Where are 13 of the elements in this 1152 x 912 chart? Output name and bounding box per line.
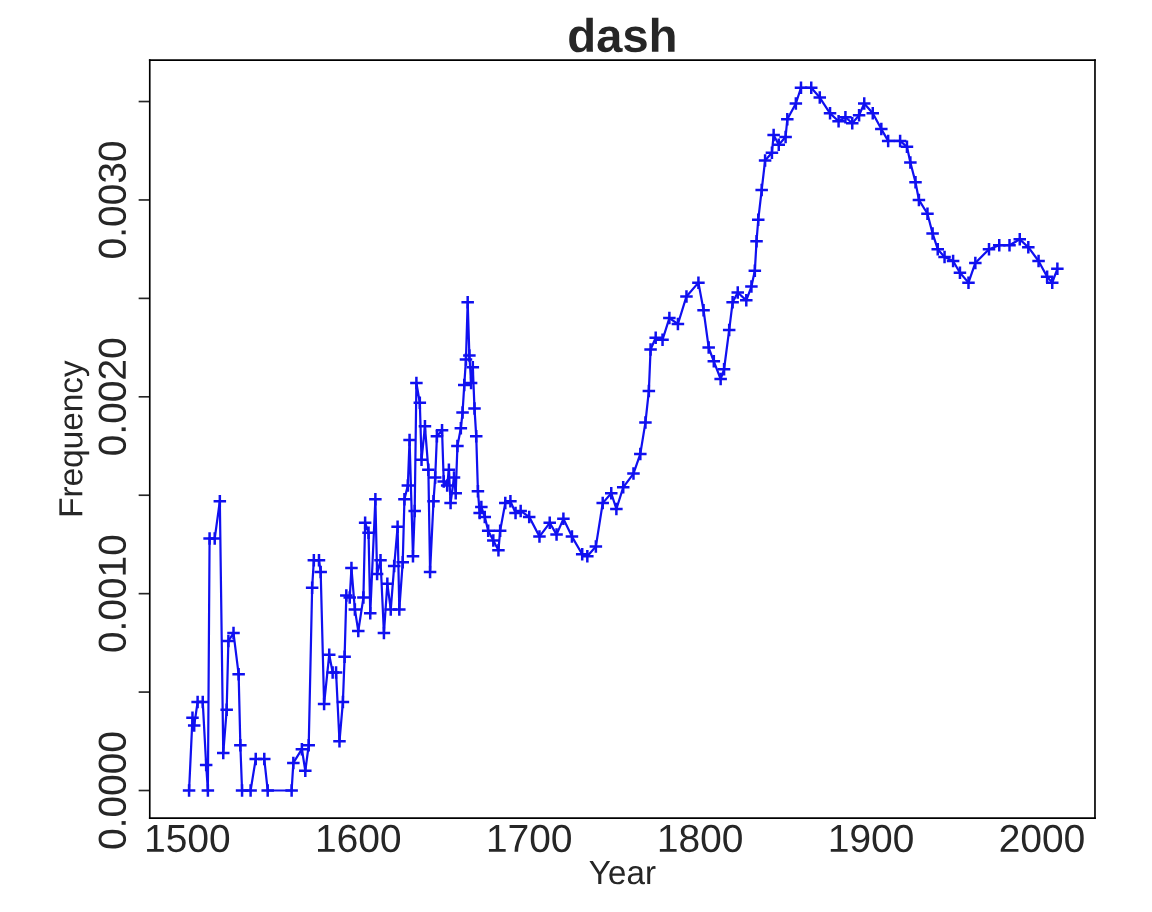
chart-title: dash <box>569 17 675 53</box>
y-tick-label: 0.0000 <box>98 732 127 849</box>
x-tick-label: 1700 <box>488 824 571 853</box>
y-tick-label: 0.0030 <box>98 142 127 258</box>
x-tick-label: 1800 <box>659 824 742 853</box>
x-tick-label: 1600 <box>318 824 401 853</box>
x-tick-label: 1900 <box>830 824 913 853</box>
x-tick-label: 2000 <box>1000 824 1084 853</box>
x-tick-label: 1500 <box>147 824 230 853</box>
y-tick-label: 0.0020 <box>98 338 127 455</box>
y-tick-label: 0.0010 <box>98 535 127 652</box>
x-axis-title: Year <box>589 861 656 885</box>
y-axis-title: Frequency <box>59 360 90 516</box>
